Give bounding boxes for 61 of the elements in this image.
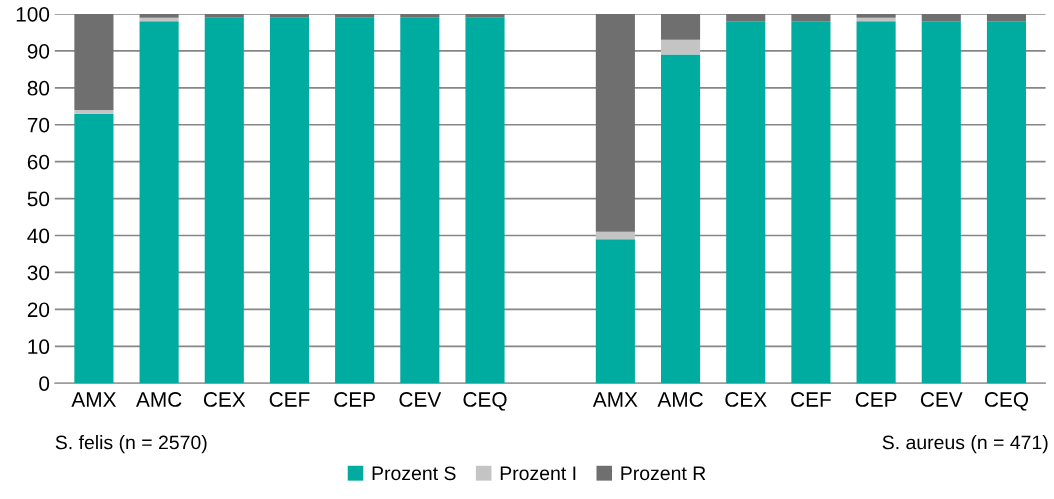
x-tick-label: CEX bbox=[725, 392, 767, 407]
bar bbox=[726, 21, 766, 384]
bar bbox=[204, 17, 244, 384]
legend-label: Prozent S bbox=[372, 466, 456, 481]
y-tick-label: 0 bbox=[39, 376, 50, 391]
x-tick-label: CEP bbox=[855, 392, 897, 407]
y-tick-label: 30 bbox=[27, 265, 50, 281]
bar bbox=[986, 21, 1027, 384]
x-tick-label: CEF bbox=[791, 392, 831, 407]
bar bbox=[661, 13, 701, 40]
x-tick-label: CEV bbox=[920, 392, 963, 407]
bar bbox=[400, 17, 440, 384]
x-tick-label: AMC bbox=[657, 392, 703, 407]
x-tick-label: AMX bbox=[71, 392, 117, 407]
x-tick-label: CEX bbox=[203, 392, 246, 407]
bar bbox=[921, 13, 961, 22]
y-tick-label: 20 bbox=[27, 302, 50, 318]
x-tick-label: CEP bbox=[334, 392, 375, 407]
bar bbox=[726, 13, 766, 22]
bar bbox=[465, 17, 505, 384]
y-tick-label: 50 bbox=[27, 191, 50, 207]
y-tick-label: 100 bbox=[16, 6, 50, 22]
bar bbox=[791, 13, 831, 22]
y-tick-label: 80 bbox=[27, 80, 50, 96]
bar bbox=[595, 13, 635, 232]
text: S. felis (n = 2570) bbox=[55, 435, 207, 454]
bar bbox=[791, 21, 831, 384]
bar bbox=[856, 21, 896, 384]
bar bbox=[595, 231, 635, 240]
y-tick-label: 10 bbox=[28, 339, 50, 355]
bar bbox=[139, 21, 179, 384]
bar bbox=[661, 39, 701, 55]
bar bbox=[465, 13, 505, 18]
bar bbox=[661, 54, 701, 384]
legend-label: Prozent I bbox=[500, 466, 576, 481]
bar bbox=[335, 13, 375, 18]
x-tick-label: CEQ bbox=[463, 392, 507, 411]
bar bbox=[139, 13, 179, 18]
bar bbox=[269, 17, 310, 384]
y-tick-label: 90 bbox=[27, 43, 50, 59]
y-tick-label: 70 bbox=[27, 117, 50, 133]
x-tick-label: AMC bbox=[135, 392, 182, 407]
bar bbox=[856, 13, 896, 18]
y-tick-label: 40 bbox=[27, 228, 50, 244]
x-tick-label: AMX bbox=[592, 392, 638, 407]
text: S. aureus (n = 471) bbox=[882, 435, 1048, 454]
legend-label: Prozent R bbox=[621, 466, 706, 481]
bar bbox=[74, 113, 114, 384]
bar bbox=[269, 13, 310, 18]
bar bbox=[595, 239, 635, 384]
x-tick-label: CEV bbox=[399, 392, 442, 407]
bar bbox=[204, 13, 244, 18]
bar bbox=[400, 13, 440, 18]
x-tick-label: CEQ bbox=[984, 392, 1029, 411]
bar bbox=[74, 109, 114, 114]
bar bbox=[74, 13, 114, 110]
bar bbox=[986, 13, 1027, 22]
bar bbox=[335, 17, 375, 384]
x-tick-label: CEF bbox=[269, 392, 310, 407]
bar bbox=[921, 21, 961, 384]
y-tick-label: 60 bbox=[27, 154, 50, 170]
